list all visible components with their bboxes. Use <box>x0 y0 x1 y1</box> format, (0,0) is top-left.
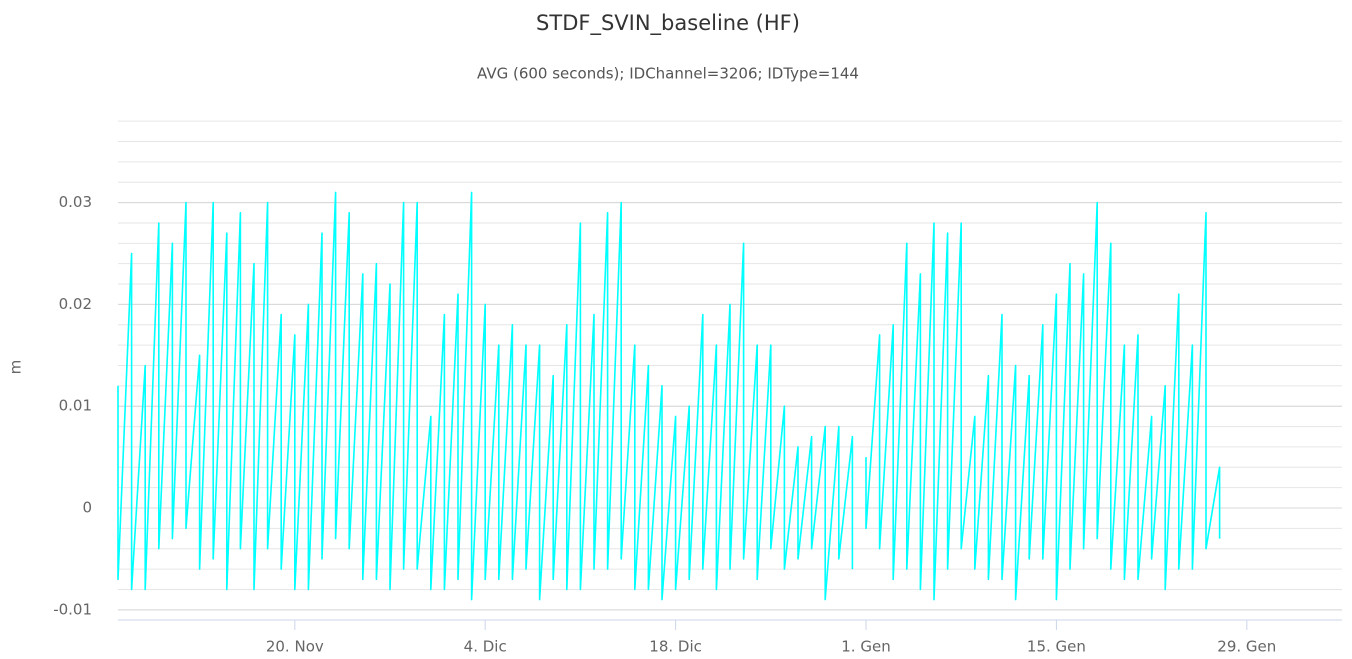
y-tick-label: 0.01 <box>59 397 92 415</box>
y-tick-label: 0 <box>82 499 92 517</box>
y-tick-label: 0.03 <box>59 193 92 211</box>
x-tick-label: 4. Dic <box>464 638 507 656</box>
x-tick-label: 20. Nov <box>266 638 324 656</box>
x-tick-label: 29. Gen <box>1217 638 1276 656</box>
data-line <box>865 201 1221 601</box>
chart-title: STDF_SVIN_baseline (HF) <box>536 11 800 36</box>
y-axis-label: m <box>7 360 25 375</box>
data-line <box>117 191 854 601</box>
x-tick-label: 18. Dic <box>649 638 702 656</box>
x-tick-label: 1. Gen <box>841 638 890 656</box>
chart-subtitle: AVG (600 seconds); IDChannel=3206; IDTyp… <box>477 65 859 83</box>
x-tick-label: 15. Gen <box>1027 638 1086 656</box>
y-tick-label: -0.01 <box>53 600 92 618</box>
y-tick-label: 0.02 <box>59 295 92 313</box>
